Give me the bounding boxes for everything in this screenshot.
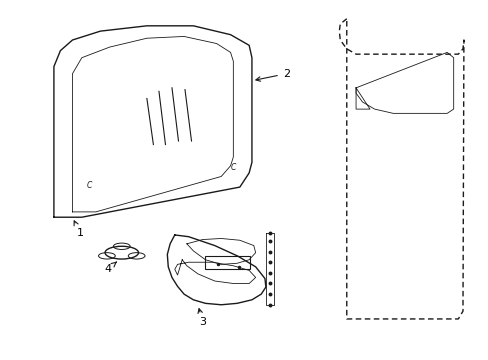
- Text: C: C: [230, 163, 236, 172]
- Text: 2: 2: [255, 69, 289, 81]
- Bar: [205, 256, 249, 269]
- Text: 3: 3: [198, 309, 206, 328]
- Text: 4: 4: [104, 262, 116, 274]
- Text: 1: 1: [74, 221, 83, 238]
- Text: C: C: [86, 181, 92, 190]
